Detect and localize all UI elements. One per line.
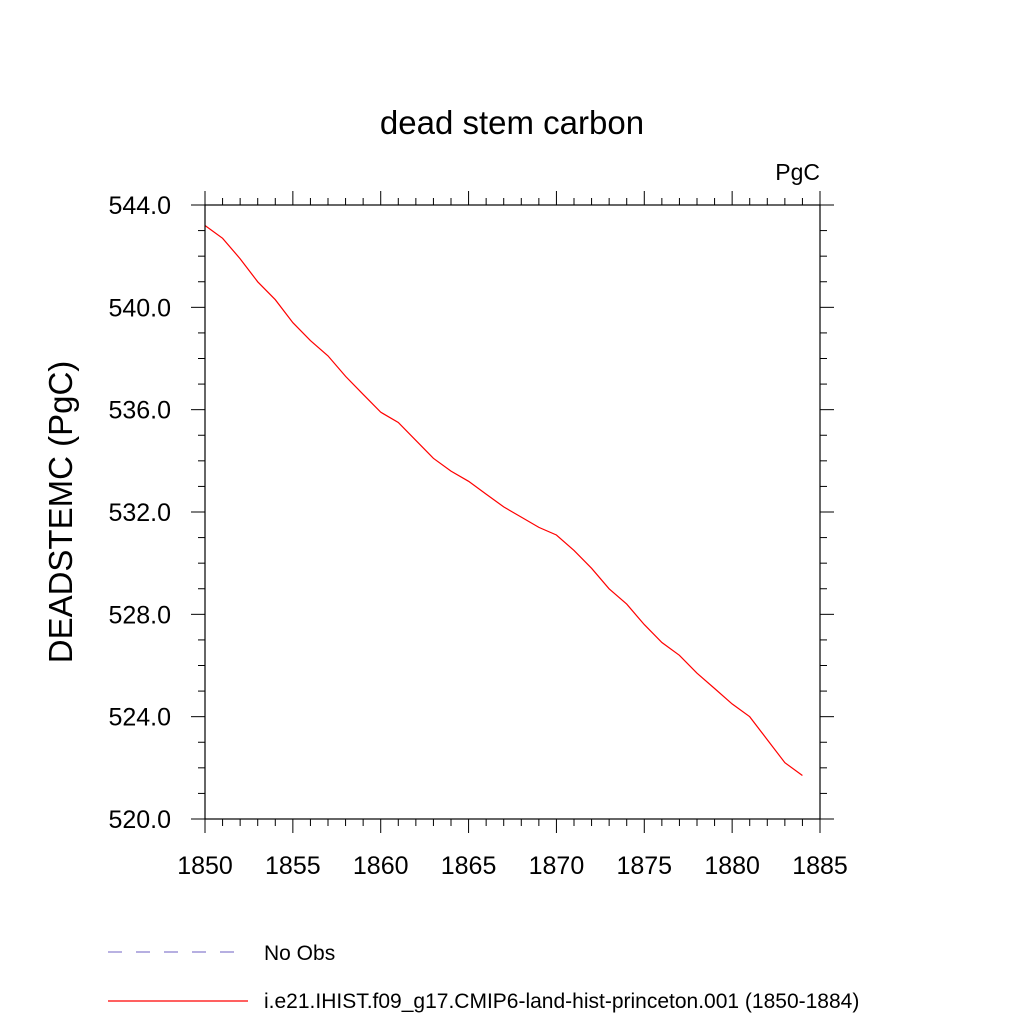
legend-label-no-obs: No Obs xyxy=(264,942,335,965)
chart-title: dead stem carbon xyxy=(380,104,644,141)
units-label: PgC xyxy=(775,159,820,185)
y-tick-label: 528.0 xyxy=(108,601,171,629)
y-tick-label: 544.0 xyxy=(108,192,171,220)
x-tick-label: 1870 xyxy=(529,852,585,880)
x-tick-label: 1855 xyxy=(265,852,321,880)
x-tick-label: 1880 xyxy=(704,852,760,880)
tick-labels: 1850 1855 1860 1865 1870 1875 1880 1885 520.0 524… xyxy=(108,192,847,880)
y-tick-label: 540.0 xyxy=(108,294,171,322)
y-tick-label: 524.0 xyxy=(108,704,171,732)
y-tick-label: 536.0 xyxy=(108,397,171,425)
y-axis-label: DEADSTEMC (PgC) xyxy=(42,361,79,664)
x-tick-label: 1885 xyxy=(792,852,848,880)
legend: No Obs i.e21.IHIST.f09_g17.CMIP6-land-hi… xyxy=(108,942,859,1013)
series-line-0 xyxy=(204,225,803,776)
x-tick-label: 1875 xyxy=(616,852,672,880)
x-tick-label: 1865 xyxy=(441,852,497,880)
y-tick-label: 532.0 xyxy=(108,499,171,527)
plot-frame xyxy=(204,204,821,820)
axis-ticks xyxy=(191,191,834,833)
y-tick-label: 520.0 xyxy=(108,806,171,834)
series-lines xyxy=(204,225,803,776)
legend-label-model: i.e21.IHIST.f09_g17.CMIP6-land-hist-prin… xyxy=(264,990,859,1013)
x-tick-label: 1860 xyxy=(353,852,409,880)
x-tick-label: 1850 xyxy=(177,852,233,880)
